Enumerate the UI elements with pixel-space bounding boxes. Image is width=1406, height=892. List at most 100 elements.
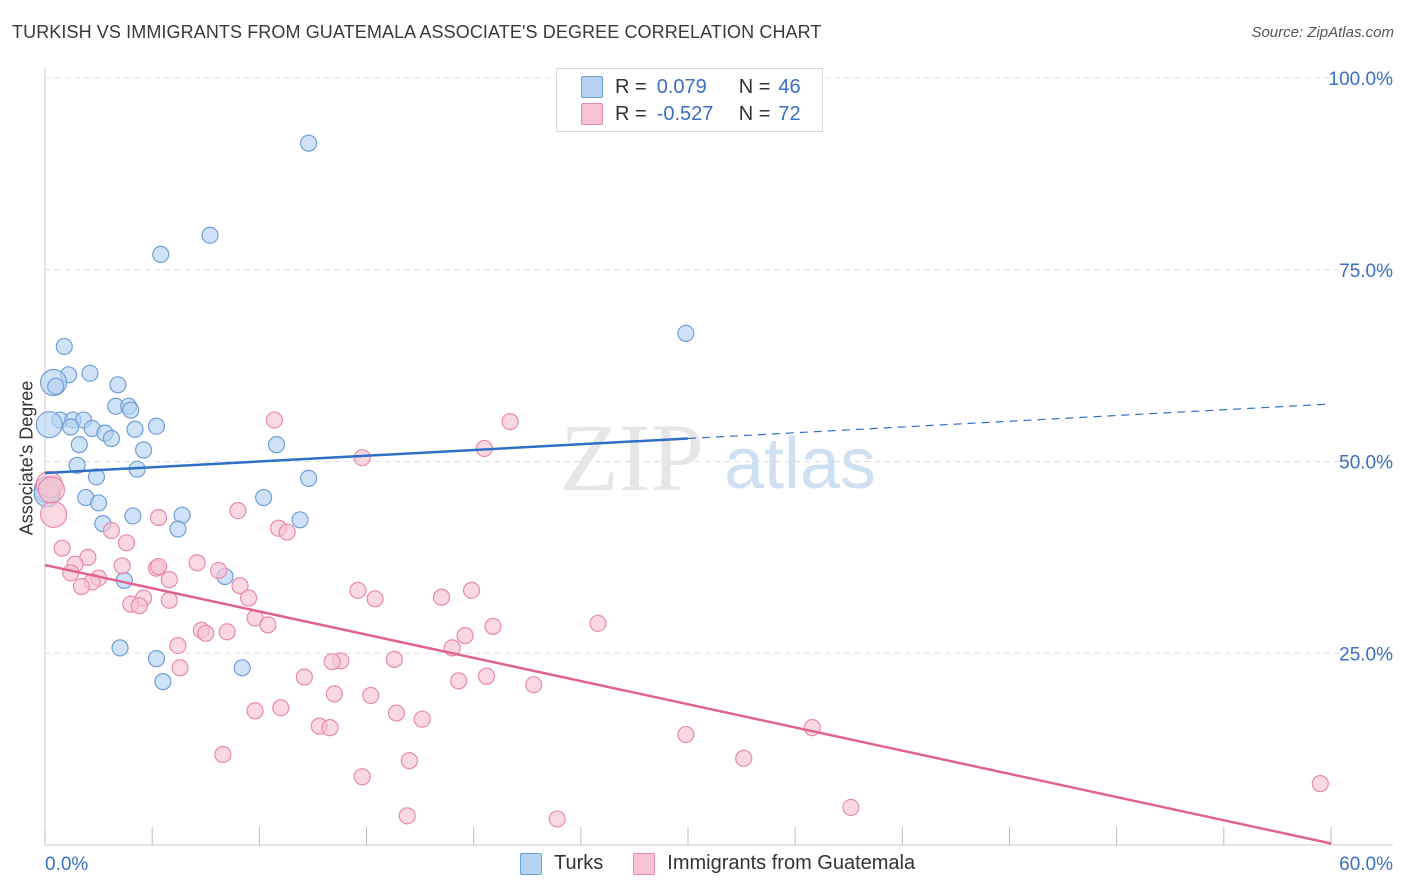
legend-n-value: 72 — [778, 102, 801, 125]
guatemala-point — [432, 588, 451, 606]
guatemala-point — [385, 650, 403, 668]
bottom-legend-label: Immigrants from Guatemala — [667, 852, 916, 874]
turks-point — [55, 337, 73, 356]
y-tick-label: 75.0% — [1339, 261, 1393, 282]
turks-point — [81, 364, 99, 382]
guatemala-trend-line — [44, 563, 1332, 845]
turks-point — [111, 639, 129, 657]
trend-layer — [44, 403, 1332, 845]
grid-layer — [45, 77, 1393, 654]
turks-point — [122, 401, 140, 419]
guatemala-point — [246, 702, 264, 720]
y-tick-label: 25.0% — [1339, 644, 1393, 665]
turks-point — [147, 650, 166, 668]
watermark-zip: ZIP — [560, 404, 704, 511]
guatemala-swatch — [581, 103, 603, 125]
turks-point — [89, 494, 108, 512]
guatemala-point — [169, 636, 187, 655]
turks-point — [134, 441, 153, 459]
turks-point — [201, 226, 219, 244]
guatemala-point — [413, 710, 431, 728]
guatemala-point — [240, 589, 258, 607]
y-axis-label: Associate's Degree — [16, 380, 37, 536]
turks-point — [102, 429, 121, 448]
turks-point — [300, 134, 318, 152]
guatemala-point — [400, 752, 418, 770]
points-layer — [33, 134, 1329, 828]
x-tick-label: 60.0% — [1339, 854, 1393, 875]
watermark-atlas: atlas — [724, 424, 876, 504]
turks-point — [126, 420, 144, 438]
turks-point — [87, 468, 106, 486]
guatemala-point — [210, 561, 228, 580]
guatemala-point — [462, 581, 481, 599]
guatemala-point — [735, 749, 753, 767]
bottom-legend-guatemala: Immigrants from Guatemala — [633, 852, 915, 875]
turks-point — [154, 673, 172, 691]
bottom-legend-turks: Turks — [520, 852, 603, 875]
turks-point — [70, 436, 88, 454]
y-tick-label: 100.0% — [1329, 69, 1394, 90]
legend-r-label: R = — [615, 102, 647, 125]
guatemala-point — [197, 624, 215, 642]
guatemala-point — [589, 614, 607, 632]
guatemala-point — [37, 476, 66, 504]
guatemala-point — [149, 557, 168, 576]
guatemala-point — [842, 798, 860, 817]
guatemala-point — [366, 590, 384, 608]
turks-swatch — [520, 852, 542, 875]
guatemala-point — [484, 617, 502, 636]
guatemala-point — [214, 745, 232, 764]
guatemala-point — [117, 534, 136, 552]
guatemala-point — [102, 521, 121, 540]
guatemala-point — [501, 413, 519, 431]
turks-point — [62, 418, 80, 436]
turks-point — [147, 417, 166, 435]
guatemala-point — [265, 411, 283, 429]
turks-point — [267, 436, 286, 454]
guatemala-point — [53, 539, 71, 557]
source-label: Source: ZipAtlas.com — [1251, 24, 1394, 41]
guatemala-point — [387, 704, 406, 722]
guatemala-point — [477, 667, 496, 685]
guatemala-point — [548, 810, 566, 828]
guatemala-point — [398, 807, 416, 825]
guatemala-point — [353, 768, 371, 786]
guatemala-point — [130, 597, 148, 615]
turks-point — [169, 520, 187, 538]
turks-trend-line — [44, 437, 689, 475]
guatemala-swatch — [633, 852, 656, 875]
guatemala-point — [362, 686, 380, 705]
turks-point — [124, 507, 142, 525]
guatemala-point — [171, 659, 189, 677]
guatemala-point — [525, 676, 543, 694]
y-tick-label: 50.0% — [1339, 453, 1393, 474]
turks-point — [291, 511, 309, 529]
guatemala-point — [349, 581, 367, 599]
guatemala-point — [149, 508, 168, 527]
legend-n-value: 46 — [778, 75, 801, 98]
guatemala-point — [160, 571, 178, 589]
turks-point — [109, 376, 127, 394]
legend-r-label: R = — [615, 75, 647, 98]
x-tick-label: 0.0% — [45, 854, 88, 875]
guatemala-point — [325, 685, 343, 703]
turks-point — [233, 659, 251, 677]
guatemala-point — [259, 616, 277, 634]
guatemala-point — [160, 591, 178, 609]
guatemala-point — [229, 501, 247, 520]
legend-r-value: 0.079 — [656, 75, 707, 98]
guatemala-point — [113, 557, 131, 575]
guatemala-point — [323, 653, 341, 671]
bottom-legend-label: Turks — [554, 852, 604, 874]
turks-point — [47, 377, 65, 395]
legend-r-value: -0.527 — [656, 102, 714, 125]
legend-n-label: N = — [738, 75, 771, 98]
turks-trend-extension — [687, 403, 1332, 440]
watermark: ZIP atlas — [560, 404, 876, 511]
guatemala-point — [188, 554, 206, 572]
tick-label-layer: 25.0% 50.0% 75.0% 100.0% 0.0% 60.0% — [45, 69, 1393, 875]
legend-row-turks: R = 0.079 N = 46 — [581, 75, 801, 99]
legend-row-guatemala: R = -0.527 N = 72 — [581, 102, 801, 126]
guatemala-point — [218, 623, 236, 641]
